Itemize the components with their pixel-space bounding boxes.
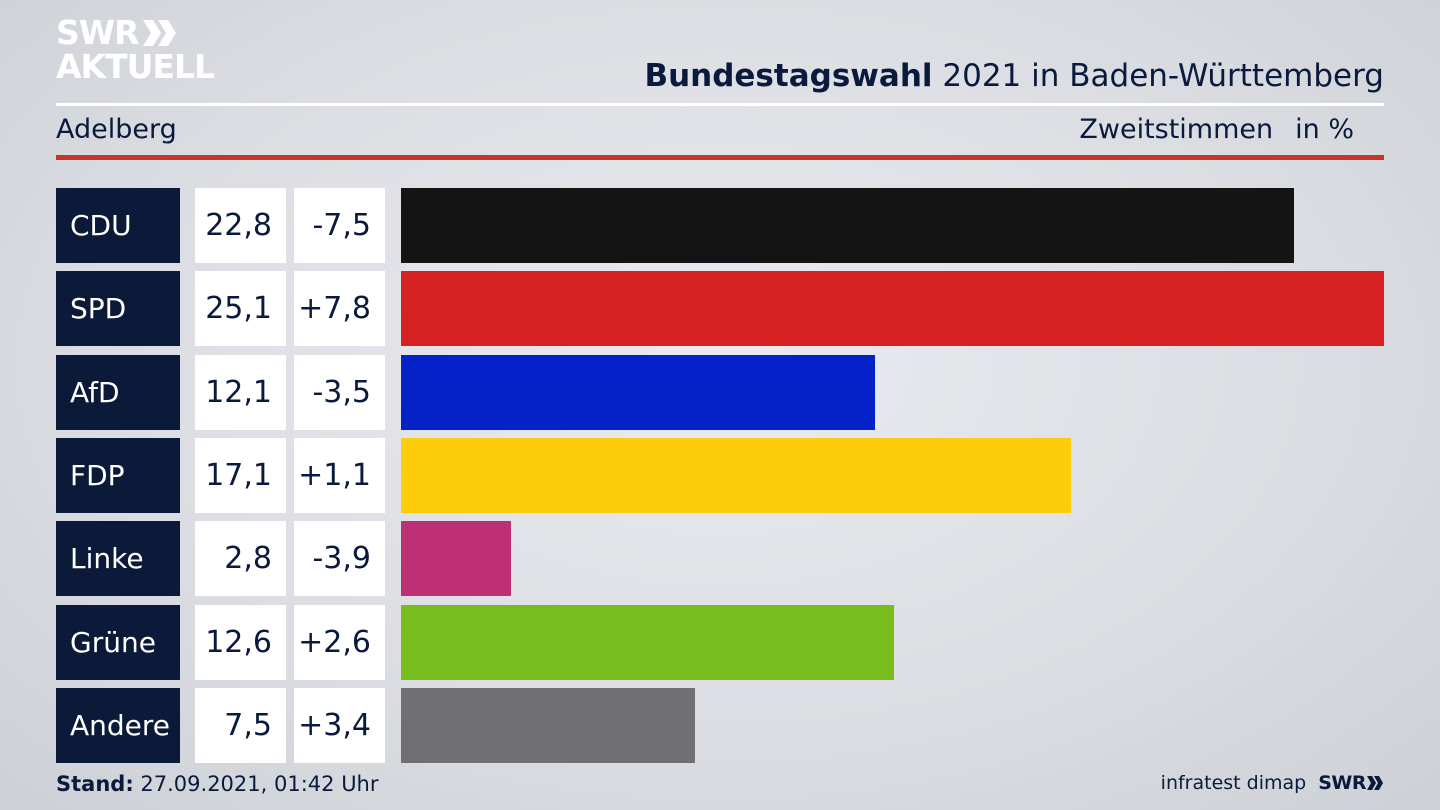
- vote-type-header: Zweitstimmen in %: [1079, 114, 1354, 145]
- result-bar: [401, 521, 511, 596]
- party-label: CDU: [56, 188, 180, 263]
- result-bar: [401, 688, 695, 763]
- location-label: Adelberg: [56, 114, 177, 145]
- value-label: 17,1: [195, 438, 286, 513]
- result-bar: [401, 188, 1294, 263]
- diff-label: +3,4: [294, 688, 385, 763]
- diff-label: +7,8: [294, 271, 385, 346]
- party-label: FDP: [56, 438, 180, 513]
- result-bar: [401, 271, 1384, 346]
- diff-label: -3,9: [294, 521, 385, 596]
- title-bold: Bundestagswahl: [644, 58, 933, 94]
- swr-small-logo: SWR: [1318, 772, 1384, 794]
- stand-label: Stand:: [56, 772, 134, 796]
- source-label: infratest dimap: [1160, 772, 1307, 794]
- value-label: 12,1: [195, 355, 286, 430]
- double-chevron-icon: [142, 20, 176, 46]
- logo-swr-text: SWR: [56, 13, 140, 52]
- vote-type-label: Zweitstimmen: [1079, 114, 1274, 145]
- result-row: Linke 2,8 -3,9: [0, 521, 1440, 596]
- result-row: CDU 22,8 -7,5: [0, 188, 1440, 263]
- party-label: SPD: [56, 271, 180, 346]
- value-label: 25,1: [195, 271, 286, 346]
- accent-divider: [56, 155, 1384, 160]
- result-bar: [401, 605, 894, 680]
- result-bar: [401, 438, 1071, 513]
- result-row: SPD 25,1 +7,8: [0, 271, 1440, 346]
- value-label: 22,8: [195, 188, 286, 263]
- result-bar: [401, 355, 875, 430]
- swr-small-text: SWR: [1318, 772, 1366, 794]
- party-label: AfD: [56, 355, 180, 430]
- value-label: 2,8: [195, 521, 286, 596]
- unit-label: in %: [1295, 114, 1354, 145]
- party-label: Grüne: [56, 605, 180, 680]
- value-label: 7,5: [195, 688, 286, 763]
- diff-label: +2,6: [294, 605, 385, 680]
- result-row: FDP 17,1 +1,1: [0, 438, 1440, 513]
- header-divider: [56, 103, 1384, 106]
- diff-label: +1,1: [294, 438, 385, 513]
- diff-label: -7,5: [294, 188, 385, 263]
- footer-source: infratest dimap SWR: [1161, 772, 1384, 794]
- title-rest: 2021 in Baden-Württemberg: [942, 58, 1384, 94]
- result-row: AfD 12,1 -3,5: [0, 355, 1440, 430]
- logo-aktuell-text: AKTUELL: [56, 47, 215, 86]
- diff-label: -3,5: [294, 355, 385, 430]
- value-label: 12,6: [195, 605, 286, 680]
- swr-aktuell-logo: SWR AKTUELL: [56, 13, 215, 86]
- result-row: Andere 7,5 +3,4: [0, 688, 1440, 763]
- stand-value: 27.09.2021, 01:42 Uhr: [140, 772, 379, 796]
- timestamp: Stand: 27.09.2021, 01:42 Uhr: [56, 772, 379, 796]
- chart-title: Bundestagswahl 2021 in Baden-Württemberg: [644, 58, 1384, 94]
- result-row: Grüne 12,6 +2,6: [0, 605, 1440, 680]
- party-label: Linke: [56, 521, 180, 596]
- party-label: Andere: [56, 688, 180, 763]
- small-chevron-icon: [1367, 776, 1383, 790]
